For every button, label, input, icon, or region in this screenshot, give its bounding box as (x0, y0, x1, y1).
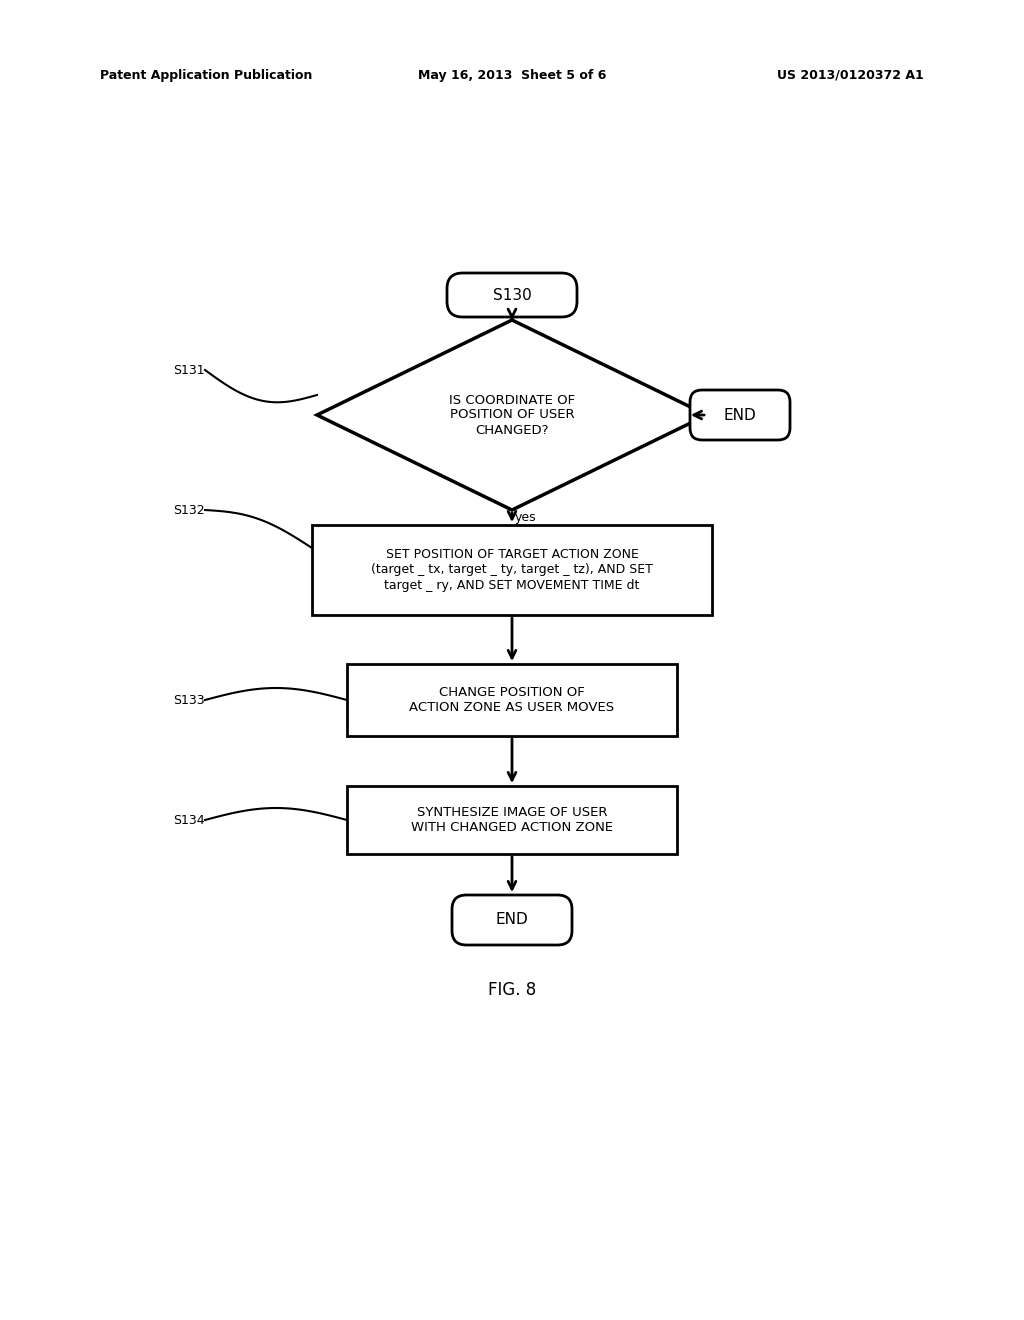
Text: US 2013/0120372 A1: US 2013/0120372 A1 (777, 69, 924, 82)
Bar (312, 525, 712, 615)
Text: END: END (496, 912, 528, 928)
Bar (347, 785, 677, 854)
Text: Patent Application Publication: Patent Application Publication (100, 69, 312, 82)
Text: FIG. 8: FIG. 8 (487, 981, 537, 999)
Text: S134: S134 (173, 813, 205, 826)
FancyBboxPatch shape (447, 273, 577, 317)
Text: IS COORDINATE OF
POSITION OF USER
CHANGED?: IS COORDINATE OF POSITION OF USER CHANGE… (449, 393, 575, 437)
Text: May 16, 2013  Sheet 5 of 6: May 16, 2013 Sheet 5 of 6 (418, 69, 606, 82)
Polygon shape (317, 319, 707, 510)
Text: CHANGE POSITION OF
ACTION ZONE AS USER MOVES: CHANGE POSITION OF ACTION ZONE AS USER M… (410, 686, 614, 714)
Text: yes: yes (515, 511, 537, 524)
Text: SYNTHESIZE IMAGE OF USER
WITH CHANGED ACTION ZONE: SYNTHESIZE IMAGE OF USER WITH CHANGED AC… (411, 807, 613, 834)
Text: SET POSITION OF TARGET ACTION ZONE
(target _ tx, target _ ty, target _ tz), AND : SET POSITION OF TARGET ACTION ZONE (targ… (371, 549, 653, 591)
FancyBboxPatch shape (690, 389, 790, 440)
Text: S131: S131 (173, 363, 205, 376)
Text: S133: S133 (173, 693, 205, 706)
Text: S130: S130 (493, 288, 531, 302)
FancyBboxPatch shape (452, 895, 572, 945)
Text: S132: S132 (173, 503, 205, 516)
Text: END: END (724, 408, 757, 422)
Bar (347, 664, 677, 737)
Text: no: no (712, 401, 727, 414)
